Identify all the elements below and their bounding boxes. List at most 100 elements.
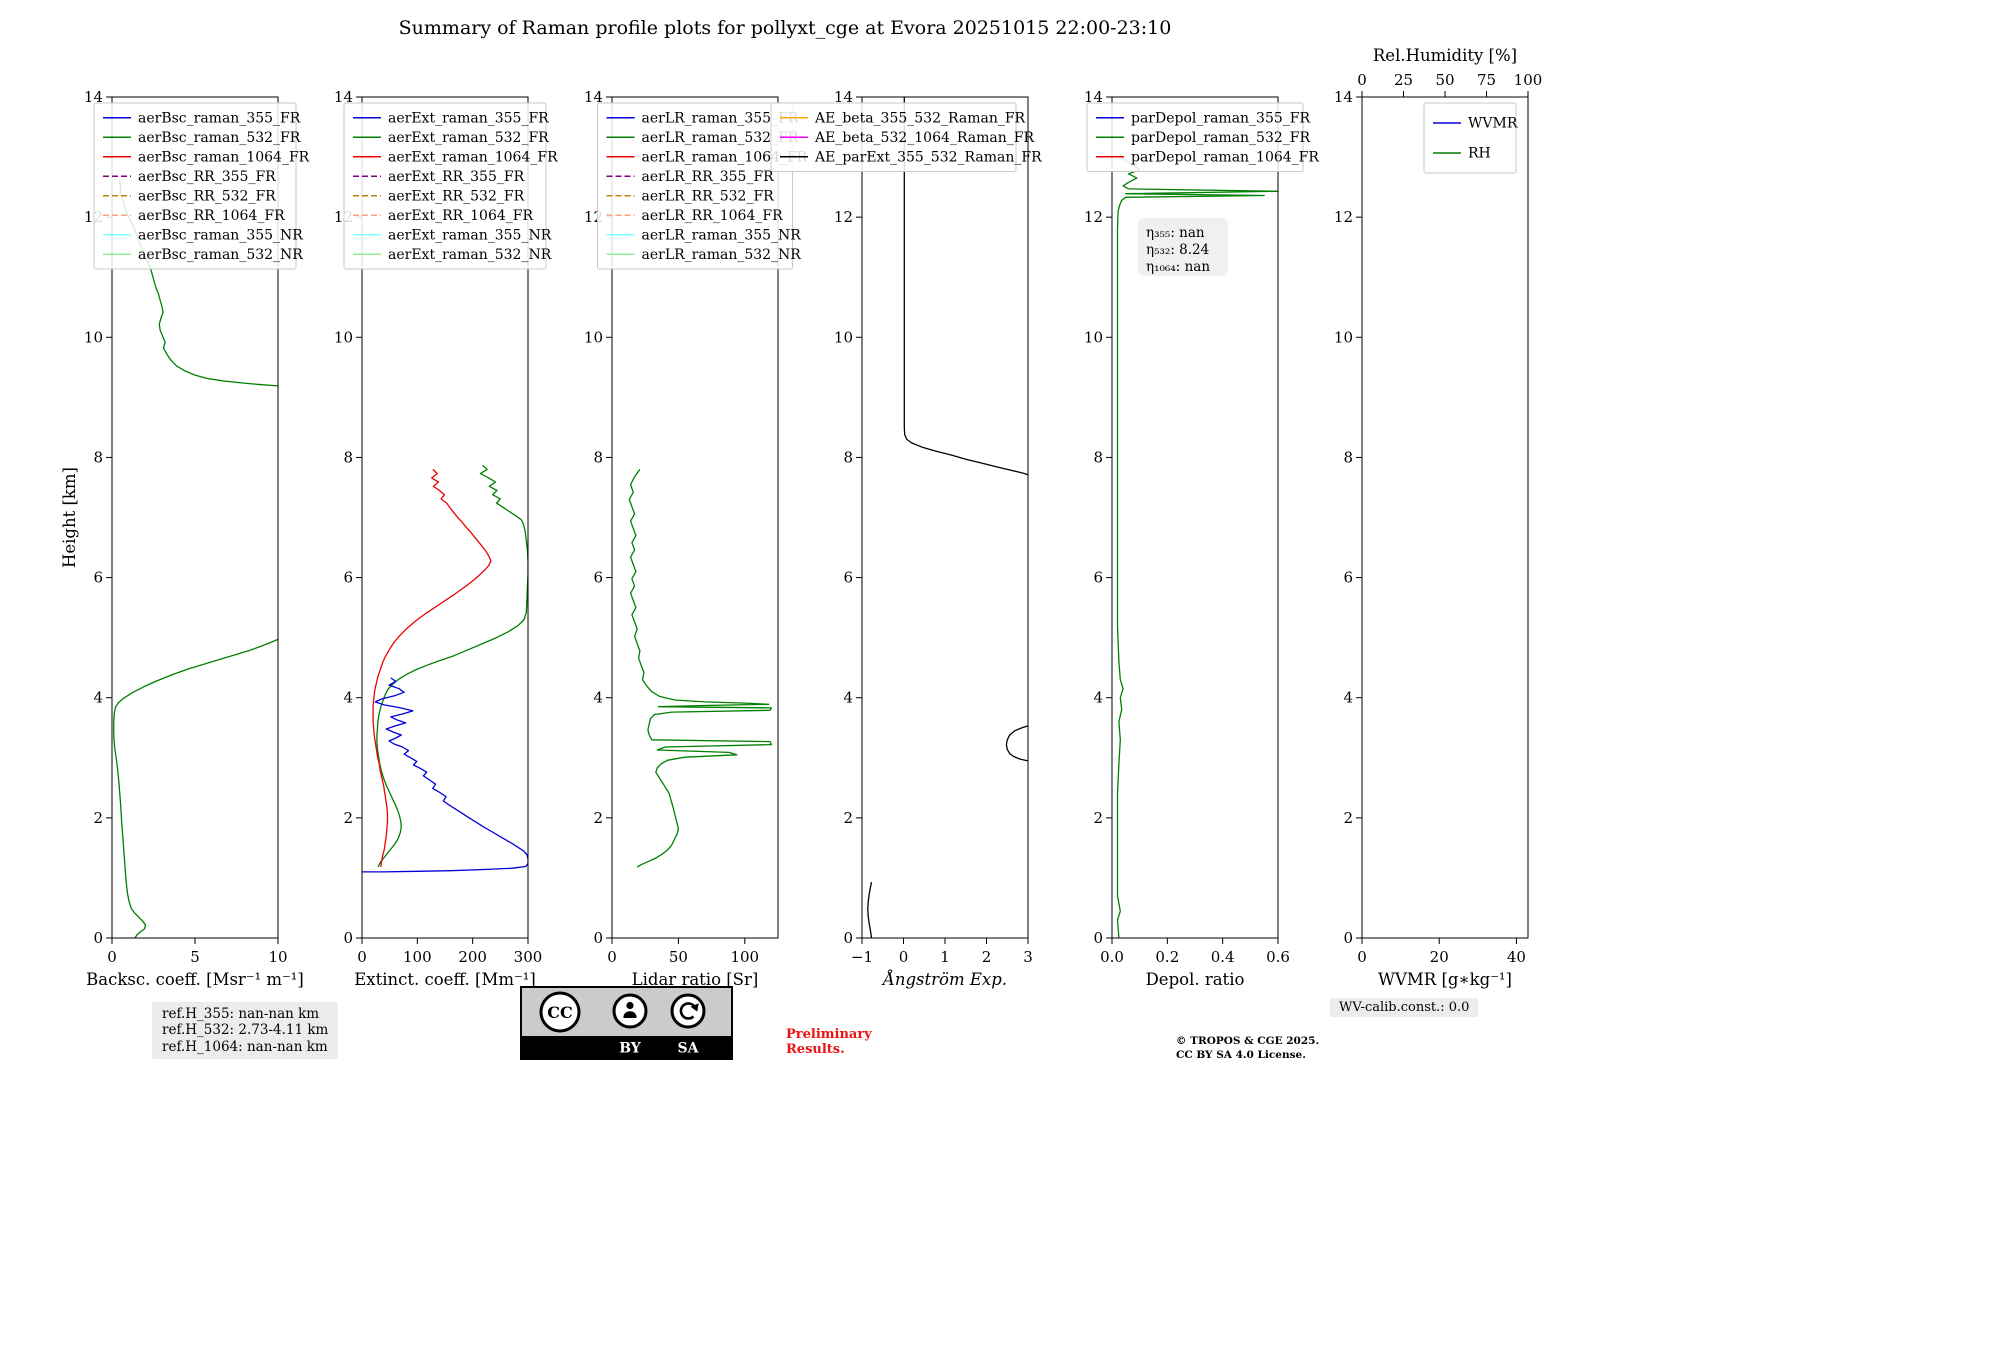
- legend-label: aerBsc_RR_355_FR: [138, 169, 276, 185]
- cc-license-badge: CC BY SA: [520, 986, 733, 1060]
- legend-label: WVMR: [1468, 116, 1518, 132]
- y-tick-label: 2: [1343, 809, 1353, 827]
- legend-label: aerLR_raman_532_FR: [642, 130, 799, 146]
- y-tick-label: 6: [843, 569, 853, 587]
- x-tick-label: 0.6: [1266, 948, 1290, 966]
- x-tick-label: −1: [851, 948, 873, 966]
- legend-label: AE_parExt_355_532_Raman_FR: [814, 149, 1042, 165]
- x-tick-label: 300: [514, 948, 543, 966]
- top-tick-label: 75: [1477, 71, 1496, 89]
- y-tick-label: 2: [843, 809, 853, 827]
- legend-box: [770, 102, 1017, 172]
- y-tick-label: 2: [1093, 809, 1103, 827]
- copyright-line-2: CC BY SA 4.0 License.: [1176, 1049, 1306, 1062]
- legend-label: AE_beta_532_1064_Raman_FR: [814, 130, 1034, 146]
- series-group: [1116, 153, 1278, 938]
- legend-label: aerBsc_raman_532_NR: [138, 247, 303, 263]
- legend-label: aerExt_RR_355_FR: [388, 169, 525, 185]
- legend-label: RH: [1468, 146, 1491, 162]
- y-tick-label: 14: [1334, 88, 1353, 106]
- y-axis-label: Height [km]: [60, 467, 79, 568]
- series-aerExt_raman_355_FR: [362, 677, 528, 873]
- x-axis-label: Backsc. coeff. [Msr⁻¹ m⁻¹]: [86, 970, 304, 989]
- top-tick-label: 0: [1357, 71, 1367, 89]
- series-AE_parExt_355_532_Raman_FR: [867, 881, 873, 938]
- y-tick-label: 10: [84, 328, 103, 346]
- legend: WVMR RH: [1423, 102, 1518, 174]
- y-tick-label: 10: [834, 328, 853, 346]
- wv-calibration-box: WV-calib.const.: 0.0: [1330, 998, 1479, 1017]
- x-tick-label: 0: [899, 948, 909, 966]
- x-tick-label: 200: [458, 948, 487, 966]
- legend-label: aerExt_RR_1064_FR: [388, 208, 533, 224]
- series-aerExt_raman_1064_FR: [372, 468, 492, 868]
- ref-h-1064: ref.H_1064: nan-nan km: [162, 1038, 328, 1055]
- x-axis-label: Extinct. coeff. [Mm⁻¹]: [354, 970, 536, 989]
- reference-heights-box: ref.H_355: nan-nan km ref.H_532: 2.73-4.…: [152, 1002, 339, 1060]
- y-tick-label: 2: [343, 809, 353, 827]
- x-tick-label: 0: [357, 948, 367, 966]
- x-tick-label: 0.0: [1100, 948, 1124, 966]
- legend: aerBsc_raman_355_FR aerBsc_raman_532_FRae…: [93, 102, 310, 270]
- x-axis-label: Depol. ratio: [1146, 970, 1245, 989]
- y-tick-label: 6: [343, 569, 353, 587]
- legend-label: aerLR_raman_355_FR: [642, 110, 799, 126]
- preliminary-line-2: Results.: [786, 1042, 845, 1058]
- legend-label: aerExt_raman_532_NR: [388, 247, 552, 263]
- x-tick-label: 10: [268, 948, 287, 966]
- legend-label: parDepol_raman_355_FR: [1131, 110, 1310, 126]
- axes-frame: [611, 96, 779, 939]
- x-tick-label: 40: [1507, 948, 1526, 966]
- legend-label: aerLR_RR_355_FR: [642, 169, 775, 185]
- series-AE_parExt_355_532_Raman_FR: [903, 97, 1028, 476]
- series-group: [628, 469, 773, 868]
- legend-label: aerBsc_RR_532_FR: [138, 188, 276, 204]
- y-tick-label: 14: [584, 88, 603, 106]
- legend-label: aerExt_raman_355_NR: [388, 227, 552, 243]
- y-tick-label: 4: [343, 689, 353, 707]
- preliminary-results-note: Preliminary Results.: [786, 1027, 872, 1058]
- figure-title: Summary of Raman profile plots for polly…: [398, 17, 1172, 39]
- ref-h-355: ref.H_355: nan-nan km: [162, 1006, 320, 1022]
- legend-box: [1086, 102, 1304, 172]
- y-tick-label: 8: [1343, 448, 1353, 466]
- axes-frame: [1361, 96, 1529, 939]
- x-tick-label: 50: [669, 948, 688, 966]
- legend-label: parDepol_raman_532_FR: [1131, 130, 1310, 146]
- y-tick-label: 14: [84, 88, 103, 106]
- y-tick-label: 8: [1093, 448, 1103, 466]
- series-group: [867, 97, 1028, 938]
- top-tick-label: 25: [1394, 71, 1413, 89]
- series-aerLR_raman_532_FR: [628, 469, 773, 868]
- y-tick-label: 6: [93, 569, 103, 587]
- x-tick-label: 0: [607, 948, 617, 966]
- legend-label: aerBsc_raman_355_FR: [138, 110, 301, 126]
- series-AE_parExt_355_532_Raman_FR: [1005, 725, 1028, 762]
- axes-frame: [361, 96, 529, 939]
- x-axis-label: Lidar ratio [Sr]: [632, 970, 759, 989]
- y-tick-label: 12: [1084, 208, 1103, 226]
- x-tick-label: 1: [940, 948, 950, 966]
- y-tick-label: 8: [93, 448, 103, 466]
- person-head-icon: [626, 1001, 634, 1010]
- x-tick-label: 20: [1430, 948, 1449, 966]
- legend-label: aerExt_raman_355_FR: [388, 110, 549, 126]
- y-tick-label: 4: [1343, 689, 1353, 707]
- eta-annotation-line: η₅₃₂: 8.24: [1146, 242, 1209, 258]
- y-tick-label: 8: [593, 448, 603, 466]
- cc-by-label: BY: [619, 1041, 642, 1057]
- top-tick-label: 50: [1435, 71, 1454, 89]
- legend-label: aerLR_RR_532_FR: [642, 188, 775, 204]
- x-tick-label: 2: [982, 948, 992, 966]
- legend-label: aerLR_raman_355_NR: [642, 227, 802, 243]
- legend-label: aerExt_raman_532_FR: [388, 130, 549, 146]
- legend-label: parDepol_raman_1064_FR: [1131, 149, 1319, 165]
- legend-label: aerLR_RR_1064_FR: [642, 208, 784, 224]
- y-tick-label: 4: [1093, 689, 1103, 707]
- y-tick-label: 2: [593, 809, 603, 827]
